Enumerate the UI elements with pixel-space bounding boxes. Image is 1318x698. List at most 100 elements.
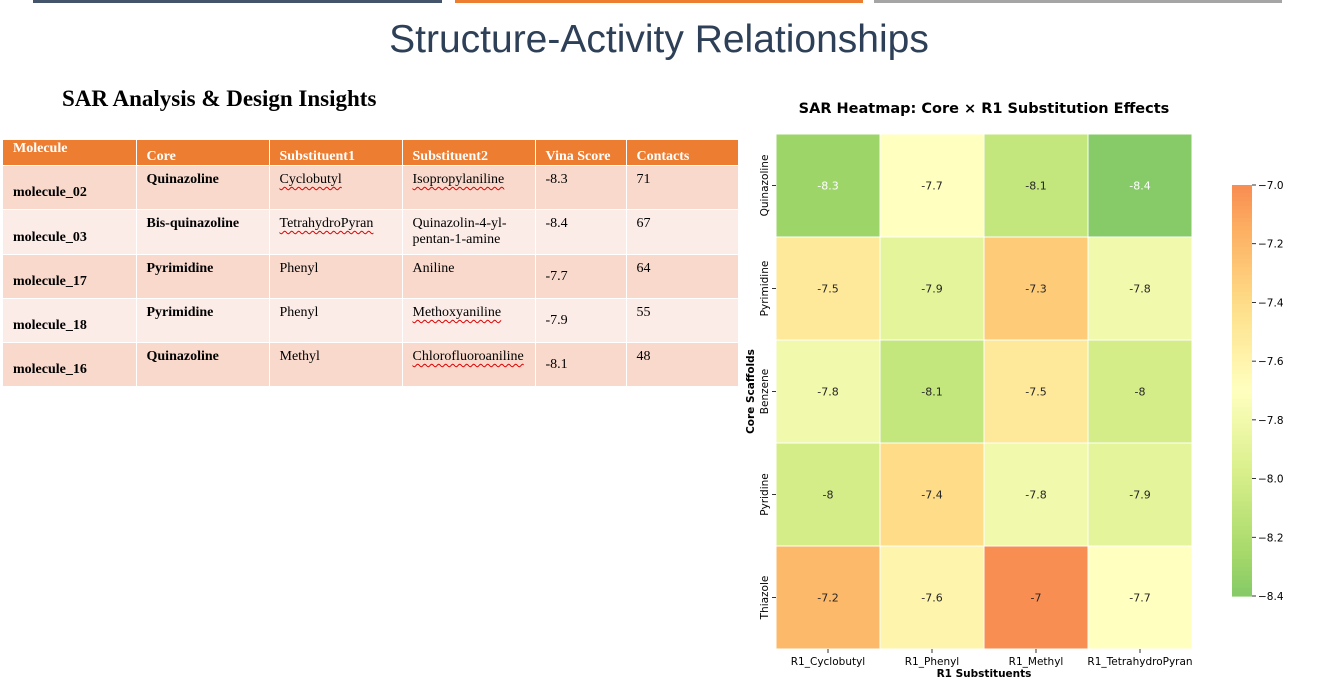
cell-value-label: -7.3 xyxy=(1025,283,1046,296)
heatmap-cell xyxy=(879,133,985,238)
x-tick-label: R1_TetrahydroPyran xyxy=(1087,656,1192,668)
sar-heatmap-chart: SAR Heatmap: Core × R1 Substitution Effe… xyxy=(745,101,1284,680)
column-header: Contacts xyxy=(626,140,739,166)
colorbar-segment xyxy=(1232,312,1252,318)
y-tick-label: Thiazole xyxy=(759,576,771,621)
x-axis-label: R1 Substituents xyxy=(937,668,1032,680)
colorbar-segment xyxy=(1232,423,1252,429)
table-row: molecule_16 Quinazoline Methyl Chloroflu… xyxy=(3,342,739,386)
core-cell: Quinazoline xyxy=(136,165,270,210)
heatmap-cell xyxy=(983,133,1089,238)
colorbar-segment xyxy=(1232,254,1252,260)
colorbar-segment xyxy=(1232,513,1252,519)
y-tick-label: Benzene xyxy=(759,369,771,414)
cell-value-label: -8.1 xyxy=(1025,180,1046,193)
colorbar-segment xyxy=(1232,476,1252,482)
colorbar-segment xyxy=(1232,559,1252,564)
colorbar-segment xyxy=(1232,246,1252,252)
core-cell: Pyrimidine xyxy=(136,298,270,343)
colorbar-segment xyxy=(1232,349,1252,355)
colorbar-segment xyxy=(1232,201,1252,207)
accent-bar-dark xyxy=(33,0,442,3)
substituent2-cell: Aniline xyxy=(402,254,536,299)
colorbar-segment xyxy=(1232,287,1252,293)
colorbar-segment xyxy=(1232,365,1252,371)
column-header: Substituent2 xyxy=(402,140,536,166)
column-header: Vina Score xyxy=(535,140,627,166)
substituent2-cell: Methoxyaniline xyxy=(402,298,536,343)
substituent2-text: Methoxyaniline xyxy=(412,305,502,320)
colorbar-segment xyxy=(1232,193,1252,198)
colorbar-segment xyxy=(1232,324,1252,330)
substituent2-text: Isopropylaniline xyxy=(412,172,505,187)
cell-value-label: -7.7 xyxy=(921,180,942,193)
x-tick-label: R1_Methyl xyxy=(1009,656,1064,668)
colorbar-segment xyxy=(1232,209,1252,215)
colorbar-segment xyxy=(1232,398,1252,404)
colorbar-segment xyxy=(1232,374,1252,379)
colorbar-segment xyxy=(1232,460,1252,466)
colorbar-segment xyxy=(1232,489,1252,494)
heatmap-cell xyxy=(879,236,985,341)
heatmap-cell xyxy=(775,236,881,341)
cell-value-label: -8.4 xyxy=(1129,180,1150,193)
colorbar-segment xyxy=(1232,517,1252,523)
colorbar-segment xyxy=(1232,221,1252,227)
colorbar-segment xyxy=(1232,197,1252,203)
vina-score-cell: -8.1 xyxy=(535,342,627,386)
heatmap-cell xyxy=(775,442,881,547)
colorbar-segment xyxy=(1232,213,1252,219)
colorbar-tick-label: −7.2 xyxy=(1258,239,1284,251)
colorbar-tick-label: −7.0 xyxy=(1258,180,1284,192)
heatmap-cell xyxy=(775,545,881,650)
colorbar-segment xyxy=(1232,554,1252,560)
contacts-cell: 55 xyxy=(626,298,739,343)
colorbar-segment xyxy=(1232,427,1252,433)
colorbar-segment xyxy=(1232,534,1252,540)
colorbar-tick-label: −7.8 xyxy=(1258,415,1284,427)
colorbar-segment xyxy=(1232,522,1252,527)
colorbar-segment xyxy=(1232,226,1252,231)
colorbar-segment xyxy=(1232,431,1252,437)
section-subtitle: SAR Analysis & Design Insights xyxy=(62,86,377,111)
molecule-cell: molecule_16 xyxy=(3,342,137,386)
substituent1-cell: Cyclobutyl xyxy=(269,165,403,210)
colorbar-segment xyxy=(1232,279,1252,285)
cell-value-label: -8 xyxy=(1135,386,1146,399)
page-title: Structure-Activity Relationships xyxy=(389,18,929,61)
colorbar-segment xyxy=(1232,242,1252,248)
colorbar-segment xyxy=(1232,538,1252,544)
colorbar-segment xyxy=(1232,464,1252,470)
heatmap-cell xyxy=(1087,236,1193,341)
table-row: molecule_02 Quinazoline Cyclobutyl Isopr… xyxy=(3,165,739,210)
heatmap-cell xyxy=(775,133,881,238)
colorbar-segment xyxy=(1232,542,1252,548)
colorbar-tick-label: −8.4 xyxy=(1258,591,1284,603)
substituent1-cell: Methyl xyxy=(269,342,403,386)
colorbar-segment xyxy=(1232,563,1252,568)
column-header: Core xyxy=(136,140,270,166)
substituent2-cell: Quinazolin-4-yl-pentan-1-amine xyxy=(402,209,536,255)
x-tick-label: R1_Cyclobutyl xyxy=(791,656,865,668)
colorbar-segment xyxy=(1232,275,1252,281)
column-header: Substituent1 xyxy=(269,140,403,166)
y-tick-label: Pyrimidine xyxy=(759,261,771,317)
accent-bar-orange xyxy=(455,0,863,3)
colorbar-segment xyxy=(1232,238,1252,244)
colorbar-segment xyxy=(1232,300,1252,305)
colorbar-segment xyxy=(1232,217,1252,223)
cell-value-label: -7.8 xyxy=(1129,283,1150,296)
x-tick-label: R1_Phenyl xyxy=(905,656,959,668)
colorbar-segment xyxy=(1232,390,1252,396)
cell-value-label: -8.1 xyxy=(921,386,942,399)
colorbar-segment xyxy=(1232,448,1252,453)
colorbar-segment xyxy=(1232,435,1252,441)
colorbar-segment xyxy=(1232,411,1252,416)
colorbar-segment xyxy=(1232,291,1252,297)
colorbar-segment xyxy=(1232,591,1252,597)
colorbar-segment xyxy=(1232,493,1252,498)
colorbar-tick-label: −8.2 xyxy=(1258,532,1284,544)
colorbar-segment xyxy=(1232,567,1252,572)
heatmap-cell xyxy=(879,545,985,650)
cell-value-label: -7.5 xyxy=(1025,386,1046,399)
